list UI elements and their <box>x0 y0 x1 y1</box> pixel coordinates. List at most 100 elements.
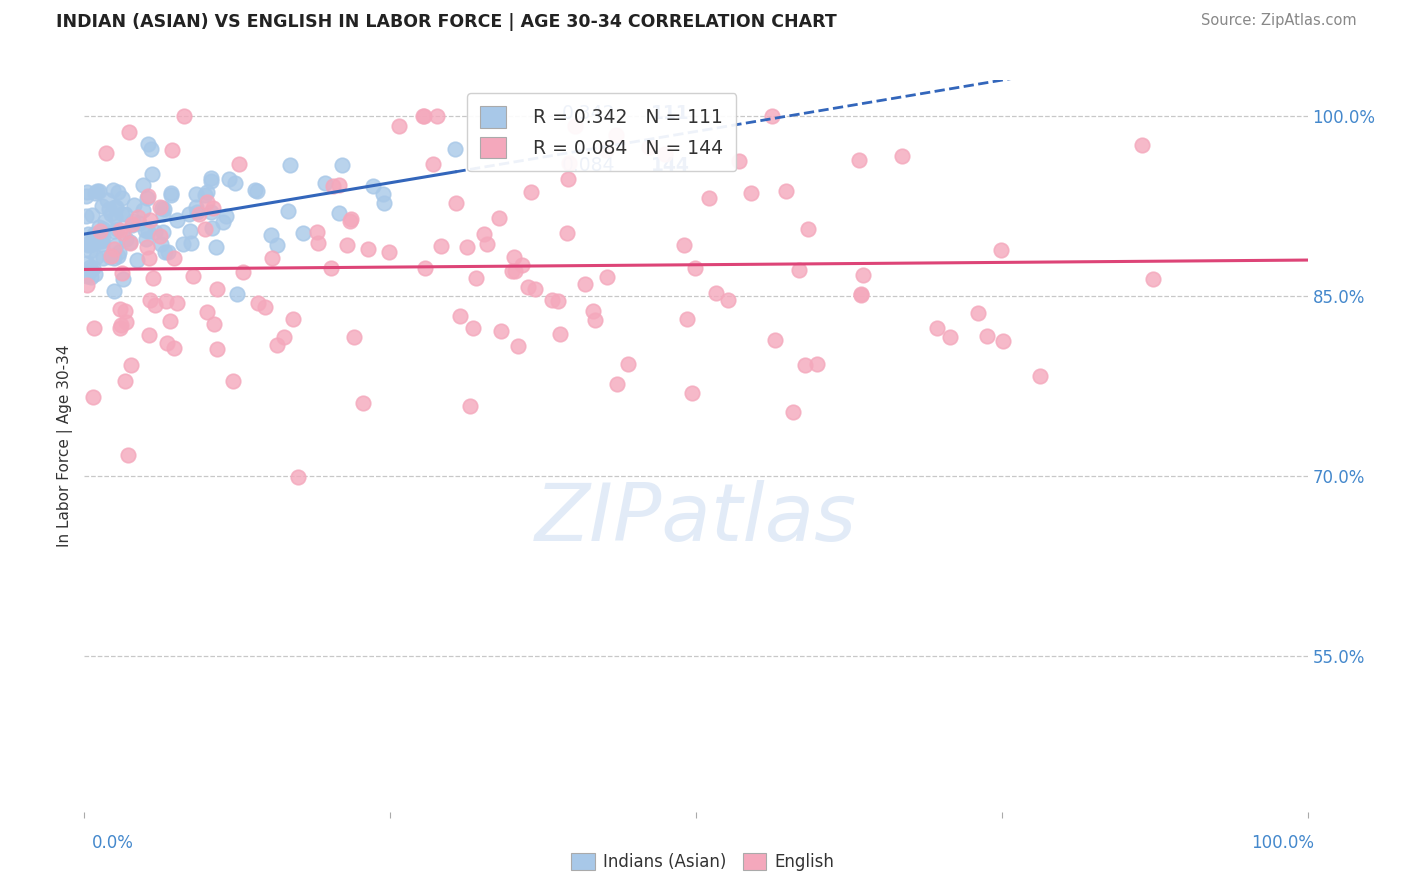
Point <box>156 244 179 259</box>
Point <box>111 206 134 220</box>
Point <box>142 271 165 285</box>
Point <box>307 225 329 239</box>
Point <box>136 189 159 203</box>
Text: 144: 144 <box>651 156 689 176</box>
Point <box>141 167 163 181</box>
Point <box>426 109 449 123</box>
Point <box>202 201 225 215</box>
Point <box>148 228 170 243</box>
Point <box>84 267 107 281</box>
Point <box>179 224 201 238</box>
Point <box>352 396 374 410</box>
Point <box>806 357 828 371</box>
Point <box>547 293 569 308</box>
Point <box>195 305 218 319</box>
Point <box>90 234 112 248</box>
Point <box>501 263 523 277</box>
Point <box>849 287 872 301</box>
Point <box>82 390 104 404</box>
Point <box>132 178 155 192</box>
Point <box>103 251 125 265</box>
Point <box>108 302 131 317</box>
Point <box>173 109 195 123</box>
Point <box>121 214 143 228</box>
Point <box>163 341 186 355</box>
Point <box>107 245 129 260</box>
Point <box>617 357 640 371</box>
Point <box>105 200 128 214</box>
Point <box>159 314 181 328</box>
Point <box>152 207 174 221</box>
Point <box>373 187 395 202</box>
Point <box>200 171 222 186</box>
Point <box>105 238 128 252</box>
Point <box>98 250 121 264</box>
Point <box>127 210 149 224</box>
Point <box>100 248 122 262</box>
Point <box>517 279 540 293</box>
Text: 0.084: 0.084 <box>561 156 614 176</box>
Point <box>228 157 250 171</box>
Point <box>503 264 526 278</box>
Point <box>413 109 436 123</box>
Point <box>343 329 366 343</box>
Point <box>136 224 159 238</box>
Point <box>79 235 101 250</box>
Point <box>145 297 167 311</box>
Point <box>1029 369 1052 384</box>
Point <box>101 183 124 197</box>
Point <box>125 252 148 267</box>
Text: 0.342: 0.342 <box>561 103 614 123</box>
Point <box>202 317 225 331</box>
Point <box>245 184 267 198</box>
Point <box>104 210 127 224</box>
Point <box>990 243 1012 257</box>
Point <box>96 146 118 161</box>
Point <box>314 176 336 190</box>
Point <box>86 184 108 198</box>
Point <box>103 284 125 298</box>
Point <box>330 158 353 172</box>
Point <box>782 405 804 419</box>
Point <box>76 256 98 270</box>
Point <box>201 221 224 235</box>
Point <box>253 300 276 314</box>
Point <box>475 237 498 252</box>
Point <box>128 216 150 230</box>
Point <box>83 321 105 335</box>
Point <box>200 205 222 219</box>
Point <box>160 186 183 201</box>
Point <box>135 240 157 254</box>
Point <box>115 232 138 246</box>
Point <box>638 140 661 154</box>
Point <box>488 211 510 226</box>
Point <box>226 286 249 301</box>
Point <box>388 119 411 133</box>
Point <box>793 358 815 372</box>
Point <box>557 171 579 186</box>
Point <box>83 186 105 201</box>
Point <box>80 269 103 284</box>
Point <box>187 206 209 220</box>
Point <box>558 156 581 170</box>
Point <box>775 184 797 198</box>
Point <box>357 242 380 256</box>
Text: 100.0%: 100.0% <box>1251 834 1315 852</box>
Point <box>97 202 120 216</box>
Point <box>179 206 201 220</box>
Point <box>606 377 628 392</box>
Point <box>266 338 288 352</box>
Point <box>200 174 222 188</box>
Legend: Indians (Asian), English: Indians (Asian), English <box>562 845 844 880</box>
Point <box>111 191 134 205</box>
Point <box>463 321 485 335</box>
Point <box>458 399 481 413</box>
Point <box>172 237 194 252</box>
Point <box>444 196 467 211</box>
Point <box>79 244 101 258</box>
Point <box>1130 137 1153 152</box>
Point <box>100 207 122 221</box>
Point <box>118 125 141 139</box>
Point <box>787 262 810 277</box>
Point <box>89 223 111 237</box>
